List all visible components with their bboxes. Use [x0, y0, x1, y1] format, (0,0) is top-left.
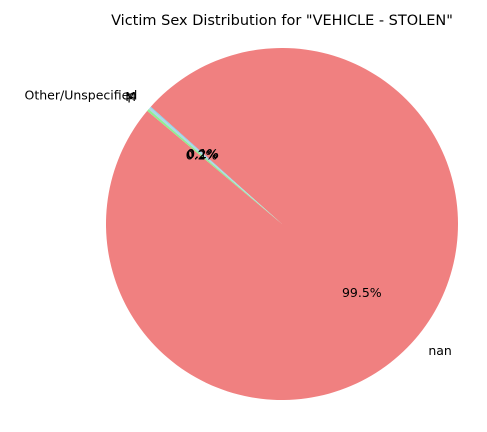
slice-percent-m: 0.2% [187, 147, 219, 162]
slice-label-other-unspecified: Other/Unspecified [25, 87, 138, 102]
slice-label-f: F [127, 91, 134, 106]
pie-slice-nan [106, 47, 459, 400]
pie-slice-f [147, 109, 282, 224]
slice-percent-nan: 99.5% [342, 285, 382, 300]
pie-slices [106, 47, 459, 400]
slice-percent-f: 0.2% [186, 148, 218, 163]
slice-label-m: M [125, 89, 136, 104]
slice-label-nan: nan [428, 343, 452, 358]
chart-title: Victim Sex Distribution for "VEHICLE - S… [111, 13, 453, 29]
pie-slice-other-unspecified [150, 106, 282, 224]
pie-slice-m [148, 107, 282, 224]
slice-percent-other-unspecified: 0.1% [187, 146, 219, 161]
